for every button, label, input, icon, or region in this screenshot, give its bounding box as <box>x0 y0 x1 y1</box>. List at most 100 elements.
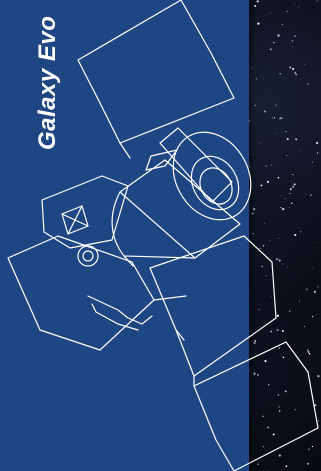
star <box>267 426 270 429</box>
star <box>282 356 285 359</box>
star <box>259 247 261 250</box>
star <box>303 325 305 327</box>
star <box>288 310 291 313</box>
star <box>257 374 259 376</box>
port-inner <box>82 250 94 262</box>
star <box>281 329 284 333</box>
star <box>295 73 297 76</box>
middle-strut <box>175 329 185 341</box>
star <box>291 46 293 48</box>
star <box>270 296 272 298</box>
star <box>307 462 309 465</box>
telescope-tube <box>159 127 233 203</box>
star <box>266 180 270 184</box>
star <box>250 75 251 77</box>
star <box>291 202 293 204</box>
star <box>317 375 320 378</box>
star <box>280 206 282 209</box>
star <box>254 5 257 7</box>
star <box>278 406 280 408</box>
star <box>286 10 288 12</box>
star <box>250 414 252 416</box>
star <box>260 184 263 187</box>
star <box>306 288 308 291</box>
star <box>264 360 267 363</box>
hatch-cross-b <box>67 205 83 235</box>
star <box>305 193 307 195</box>
star <box>307 350 310 353</box>
star <box>300 231 302 233</box>
star <box>312 315 314 318</box>
star <box>265 275 267 277</box>
star <box>289 188 292 191</box>
star <box>313 290 316 293</box>
star <box>298 6 299 8</box>
star <box>294 233 297 237</box>
star <box>304 63 306 65</box>
star <box>276 329 279 332</box>
base-joint <box>153 295 187 301</box>
star <box>291 67 295 71</box>
star <box>282 208 285 211</box>
base-detail <box>87 295 153 325</box>
star <box>278 258 280 260</box>
star <box>311 161 314 163</box>
star <box>257 17 259 18</box>
star <box>273 117 276 119</box>
star <box>251 212 254 215</box>
panel-strut <box>119 142 131 159</box>
star <box>273 41 275 44</box>
star <box>281 23 284 26</box>
star <box>292 185 295 188</box>
star <box>298 300 301 302</box>
body-curve <box>111 191 196 259</box>
star <box>279 117 282 120</box>
instrument-box <box>41 175 129 249</box>
star <box>278 347 280 349</box>
star <box>269 240 271 241</box>
star <box>316 141 319 145</box>
star <box>279 72 281 75</box>
star <box>269 48 272 51</box>
star <box>254 340 257 342</box>
star <box>262 415 264 418</box>
star <box>294 71 297 74</box>
star <box>278 238 280 239</box>
star <box>318 420 320 422</box>
star <box>299 150 301 152</box>
star <box>277 34 280 37</box>
star <box>276 258 278 261</box>
star <box>316 0 318 2</box>
star <box>311 445 314 448</box>
star <box>269 12 271 14</box>
star <box>312 267 314 269</box>
star <box>275 104 277 106</box>
lower-solar-panel <box>193 341 319 471</box>
star <box>317 241 319 243</box>
star <box>295 138 298 141</box>
star <box>293 183 296 186</box>
star <box>281 117 283 119</box>
star <box>314 404 317 407</box>
star <box>263 222 265 224</box>
star <box>280 194 282 196</box>
base-step <box>91 303 139 331</box>
star <box>277 394 280 396</box>
star <box>278 454 281 457</box>
star <box>289 207 290 209</box>
star <box>278 410 281 412</box>
star <box>284 198 286 200</box>
star <box>316 152 319 154</box>
star <box>258 309 260 311</box>
star <box>284 390 287 393</box>
star <box>249 166 251 169</box>
base-module <box>7 235 155 351</box>
star <box>254 104 257 107</box>
star <box>294 409 296 411</box>
star <box>257 22 260 25</box>
upper-solar-panel <box>77 0 235 144</box>
aperture-outer <box>172 131 252 221</box>
star <box>277 176 280 179</box>
star <box>253 154 254 155</box>
